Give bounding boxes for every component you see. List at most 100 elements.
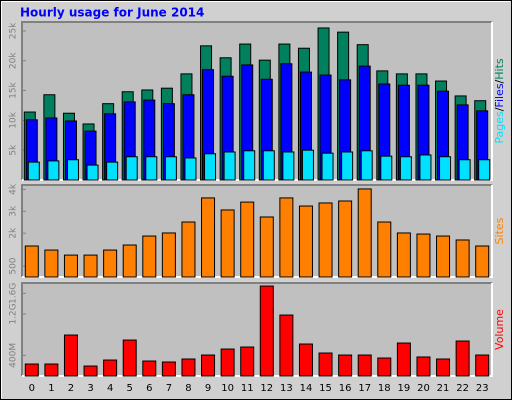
bar (24, 245, 39, 278)
bar (279, 314, 294, 377)
bar (298, 205, 313, 278)
bar (478, 159, 491, 181)
y-tick-label: 500 (9, 257, 19, 274)
bar (360, 150, 373, 181)
y-tick-label: 1.6G (9, 283, 19, 304)
bar (184, 157, 197, 181)
plot-area (22, 185, 492, 277)
x-tick-label: 23 (476, 383, 489, 394)
bar (220, 348, 235, 377)
y-tick-label: 15k (9, 81, 19, 98)
x-tick-label: 21 (437, 383, 450, 394)
bar (204, 153, 217, 181)
y-tick-label: 25k (9, 22, 19, 39)
x-tick-label: 5 (127, 383, 133, 394)
bar (380, 155, 393, 181)
panel-highlight (22, 185, 493, 278)
x-tick-label: 13 (280, 383, 293, 394)
bar (63, 254, 78, 278)
bar (419, 154, 432, 181)
bar (458, 159, 471, 181)
plot-area (22, 22, 492, 180)
bar (321, 152, 334, 181)
plot-area (22, 283, 492, 376)
bar (47, 160, 60, 181)
x-tick-label: 22 (456, 383, 469, 394)
y-tick-label: 1.2G (9, 303, 19, 324)
bar (357, 188, 372, 278)
bar (416, 233, 431, 278)
bar (318, 202, 333, 278)
bar (106, 161, 119, 181)
legend-entry: Files (493, 83, 506, 107)
bar (377, 221, 392, 278)
x-tick-label: 18 (378, 383, 391, 394)
legend-separator: / (493, 107, 506, 111)
y-tick-label: 4k (9, 183, 19, 195)
y-tick-label: 400M (9, 343, 19, 368)
bar (377, 357, 392, 377)
bar (44, 249, 59, 278)
bar (298, 343, 313, 377)
bar (357, 354, 372, 377)
bar (338, 354, 353, 377)
x-tick-label: 4 (107, 383, 113, 394)
y-tick-label: 20k (9, 52, 19, 69)
bar (86, 164, 99, 181)
bar (24, 363, 39, 377)
x-tick-label: 17 (358, 383, 371, 394)
bar (27, 161, 40, 181)
bar (164, 156, 177, 181)
bar (161, 232, 176, 278)
bar (181, 358, 196, 377)
bar (220, 209, 235, 278)
bar (240, 346, 255, 377)
x-tick-label: 11 (241, 383, 254, 394)
bar (396, 342, 411, 377)
bar (455, 340, 470, 377)
bar (201, 354, 216, 377)
bar (83, 365, 98, 377)
panel-highlight (22, 22, 493, 181)
bar (83, 254, 98, 278)
bar (243, 150, 256, 181)
y-tick-label: 5k (9, 144, 19, 156)
bar (338, 200, 353, 278)
bar (262, 150, 275, 181)
bar (142, 235, 157, 278)
legend-entry: Pages (493, 111, 506, 144)
x-tick-label: 16 (339, 383, 352, 394)
bar (44, 363, 59, 377)
bar (223, 151, 236, 181)
bar (240, 201, 255, 278)
bar (396, 232, 411, 278)
x-tick-label: 12 (260, 383, 273, 394)
bar (161, 361, 176, 377)
legend-separator: / (493, 79, 506, 83)
bar (145, 156, 158, 181)
bar (282, 151, 295, 181)
panel-shadow (21, 184, 492, 277)
y-tick-label: 2k (9, 227, 19, 239)
x-tick-label: 15 (319, 383, 332, 394)
panel-shadow (21, 282, 492, 376)
legend: Pages/Files/Hits (493, 58, 506, 144)
bar (125, 156, 138, 181)
bar (399, 156, 412, 181)
bar (416, 356, 431, 377)
legend-entry: Hits (493, 58, 506, 80)
x-tick-label: 2 (68, 383, 74, 394)
bar (142, 360, 157, 377)
bar (201, 197, 216, 278)
bar (63, 334, 78, 377)
x-tick-label: 0 (29, 383, 35, 394)
y-tick-label: 3k (9, 205, 19, 217)
legend-entry: Volume (493, 309, 506, 350)
bar (279, 197, 294, 278)
x-tick-label: 20 (417, 383, 430, 394)
x-tick-label: 14 (300, 383, 313, 394)
x-tick-label: 6 (146, 383, 152, 394)
bar (259, 216, 274, 278)
y-tick-label: 10k (9, 111, 19, 128)
